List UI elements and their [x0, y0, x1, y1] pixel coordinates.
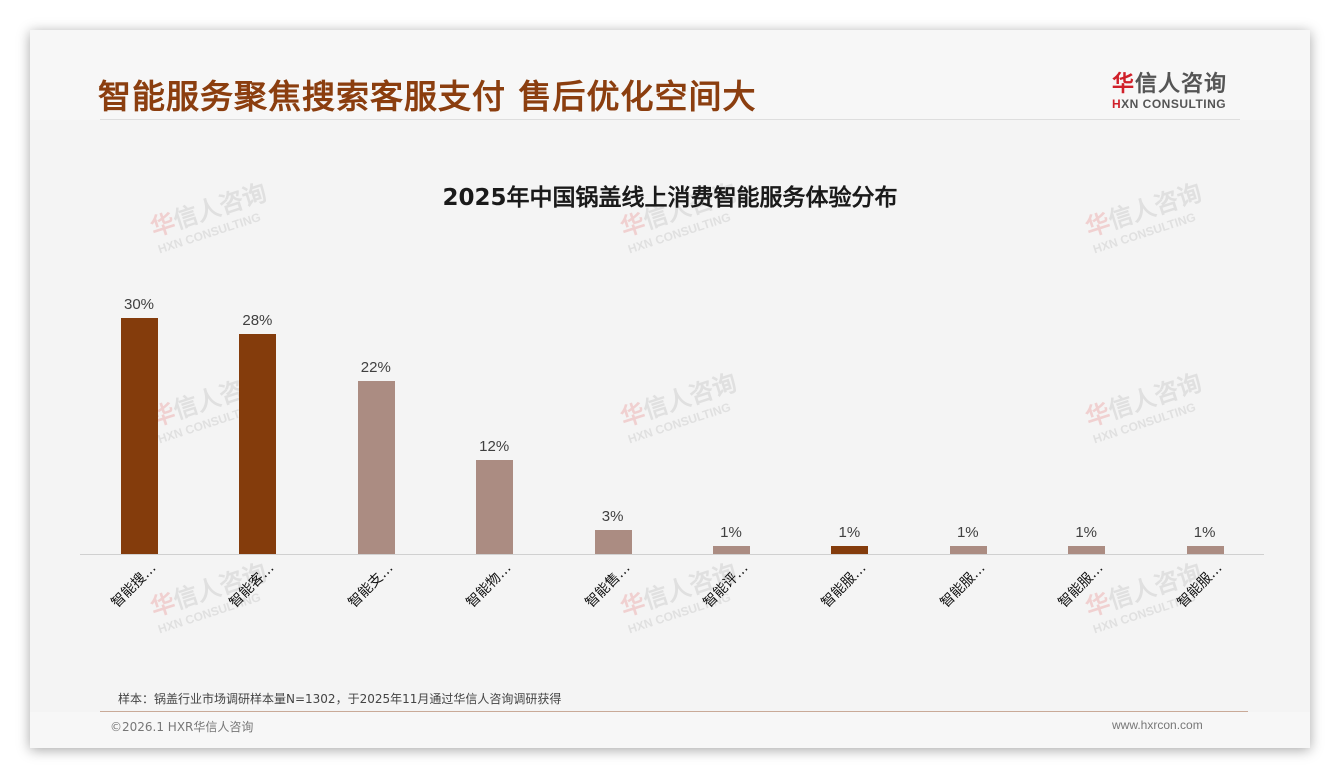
- bar-group: 1%: [672, 279, 790, 554]
- bar-chart-plot: 30% 28% 22% 12% 3% 1% 1% 1% 1% 1%: [80, 280, 1264, 555]
- watermark-en: HXN CONSULTING: [156, 209, 263, 257]
- logo-en-rest: XN CONSULTING: [1121, 97, 1227, 111]
- bar[interactable]: [121, 318, 158, 554]
- logo-en-first: H: [1112, 97, 1122, 111]
- bar-value-label: 12%: [479, 437, 510, 455]
- bar-value-label: 28%: [242, 311, 273, 329]
- logo-cn: 华信人咨询: [1112, 66, 1242, 98]
- bar[interactable]: [239, 333, 277, 554]
- bar-group: 12%: [435, 279, 553, 554]
- bar[interactable]: [713, 546, 750, 554]
- bar[interactable]: [357, 380, 395, 554]
- bar-group: 30%: [80, 279, 198, 554]
- bar-value-label: 1%: [1193, 524, 1216, 542]
- bar-value-label: 1%: [720, 524, 742, 542]
- logo-en: HXN CONSULTING: [1112, 97, 1242, 111]
- watermark-cn-first: 华: [617, 588, 649, 623]
- bar-value-label: 1%: [838, 524, 861, 542]
- watermark-cn-first: 华: [1082, 208, 1114, 243]
- bar-group: 1%: [909, 279, 1027, 554]
- watermark-en: HXN CONSULTING: [626, 209, 733, 257]
- slide: 智能服务聚焦搜索客服支付 售后优化空间大 华信人咨询 HXN CONSULTIN…: [30, 30, 1310, 748]
- watermark-en: HXN CONSULTING: [156, 589, 263, 637]
- x-axis-category-label: 智能服…: [1055, 560, 1107, 612]
- bar[interactable]: [1186, 546, 1224, 554]
- footer-band: [30, 712, 1310, 748]
- bar-group: 1%: [1027, 279, 1145, 554]
- x-axis-line: [80, 554, 1264, 555]
- header-band: [30, 30, 1310, 120]
- bar-value-label: 1%: [1075, 524, 1098, 542]
- bar-group: 1%: [1146, 279, 1264, 554]
- x-axis-category-label: 智能支…: [345, 560, 397, 612]
- bar-group: 1%: [790, 279, 908, 554]
- sample-note: 样本：锅盖行业市场调研样本量N=1302，于2025年11月通过华信人咨询调研获…: [118, 692, 562, 706]
- copyright: ©2026.1 HXR华信人咨询: [110, 720, 254, 734]
- x-axis-category-label: 智能服…: [818, 560, 870, 612]
- bar-value-label: 30%: [123, 296, 155, 313]
- watermark-cn-first: 华: [147, 588, 179, 623]
- watermark-en: HXN CONSULTING: [1091, 209, 1198, 257]
- bar[interactable]: [949, 546, 987, 554]
- website-link[interactable]: www.hxrcon.com: [1112, 718, 1203, 732]
- page-title: 智能服务聚焦搜索客服支付 售后优化空间大: [98, 77, 757, 116]
- bar-group: 28%: [198, 279, 316, 554]
- title-divider: [100, 119, 1240, 120]
- bar[interactable]: [594, 530, 632, 554]
- logo-cn-first: 华: [1112, 72, 1136, 97]
- bar-group: 22%: [317, 279, 435, 554]
- bar[interactable]: [476, 459, 514, 554]
- bar[interactable]: [1068, 546, 1106, 554]
- bar-value-label: 3%: [601, 508, 624, 526]
- watermark-cn-first: 华: [147, 208, 179, 243]
- chart-title: 2025年中国锅盖线上消费智能服务体验分布: [442, 185, 898, 211]
- company-logo: 华信人咨询 HXN CONSULTING: [1112, 66, 1242, 111]
- x-axis-category-label: 智能售…: [582, 560, 634, 612]
- logo-cn-rest: 信人咨询: [1135, 72, 1228, 97]
- x-axis-category-label: 智能服…: [1174, 560, 1226, 612]
- bar-value-label: 1%: [956, 524, 979, 542]
- x-axis-category-label: 智能客…: [226, 560, 278, 612]
- watermark-cn-first: 华: [617, 208, 649, 243]
- bar-group: 3%: [554, 279, 672, 554]
- x-axis-category-label: 智能评…: [700, 560, 752, 612]
- footer-divider: [100, 711, 1248, 712]
- x-axis-category-label: 智能服…: [937, 560, 989, 612]
- watermark-cn-first: 华: [1082, 588, 1114, 623]
- x-axis-category-label: 智能物…: [463, 560, 515, 612]
- bar-value-label: 22%: [360, 358, 391, 376]
- x-axis-category-label: 智能搜…: [108, 560, 160, 612]
- bar[interactable]: [831, 546, 869, 554]
